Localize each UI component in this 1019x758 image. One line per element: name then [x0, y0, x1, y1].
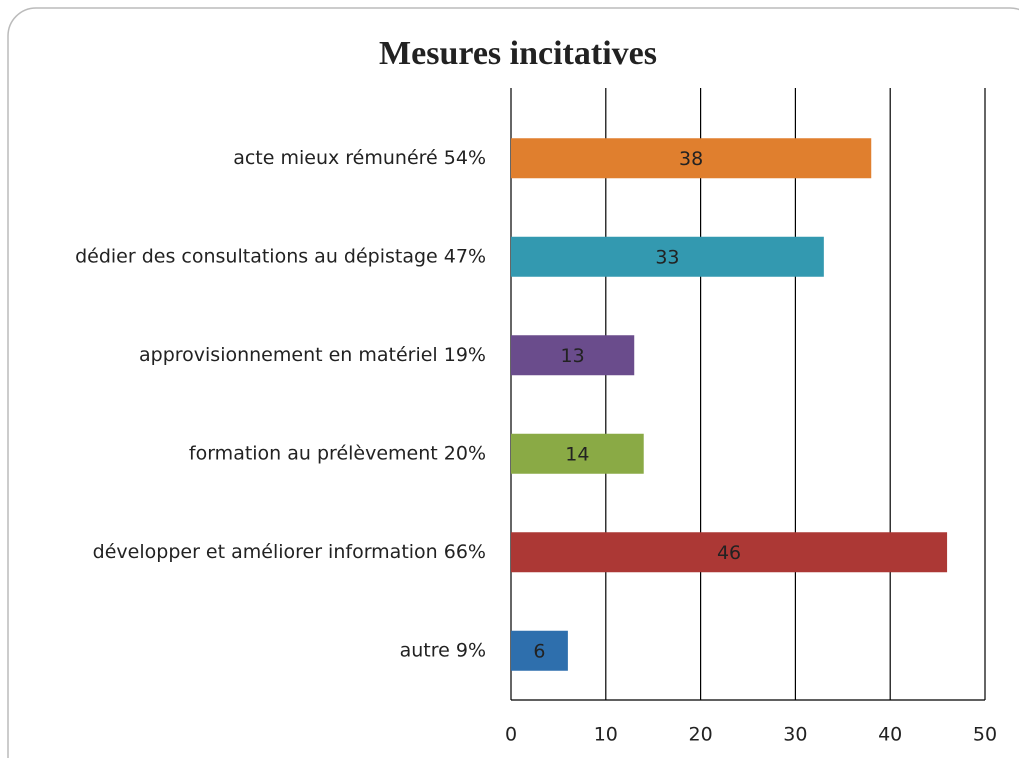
- x-tick-label: 0: [505, 724, 517, 746]
- bar: [511, 433, 644, 474]
- data-label: 6: [533, 640, 545, 662]
- data-label: 14: [565, 443, 589, 465]
- bar: [511, 236, 824, 277]
- x-tick-label: 40: [878, 724, 902, 746]
- data-label: 38: [679, 148, 703, 170]
- bar: [511, 630, 568, 671]
- bar: [511, 532, 948, 573]
- x-tick-label: 20: [689, 724, 713, 746]
- x-tick-label: 50: [973, 724, 997, 746]
- chart-title: Mesures incitatives: [379, 35, 657, 72]
- y-tick-label: autre 9%: [400, 639, 486, 661]
- data-label: 46: [717, 542, 741, 564]
- data-label: 33: [655, 246, 679, 268]
- bar: [511, 138, 872, 179]
- y-tick-label: acte mieux rémunéré 54%: [233, 147, 486, 169]
- frame: [7, 7, 1019, 758]
- x-tick-label: 10: [594, 724, 618, 746]
- y-tick-label: dédier des consultations au dépistage 47…: [75, 245, 486, 267]
- data-label: 13: [561, 345, 585, 367]
- y-tick-label: formation au prélèvement 20%: [189, 442, 486, 464]
- bar: [511, 335, 635, 376]
- y-tick-label: développer et améliorer information 66%: [93, 541, 486, 563]
- x-tick-label: 30: [783, 724, 807, 746]
- y-tick-label: approvisionnement en matériel 19%: [139, 344, 486, 366]
